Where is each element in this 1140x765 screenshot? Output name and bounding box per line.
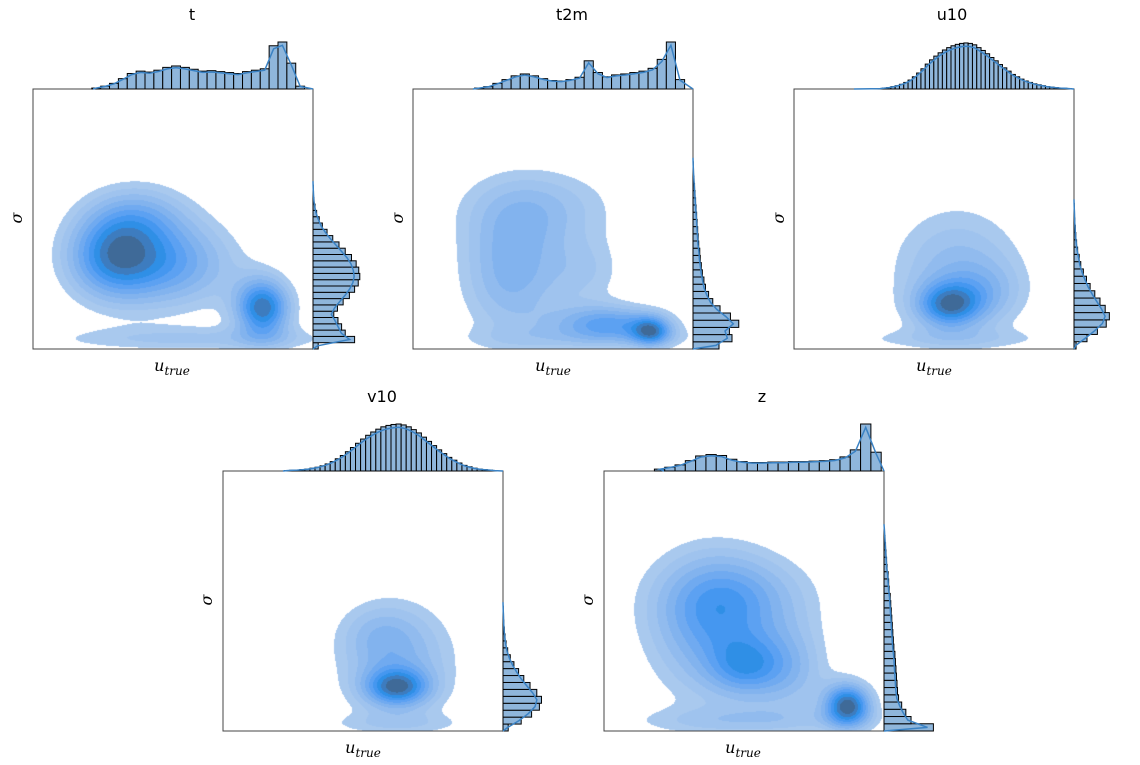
marginal-y-bar: [692, 319, 740, 328]
marginal-x-bar: [984, 53, 991, 90]
marginal-x-bar: [950, 45, 956, 90]
x-axis-label: utrue: [916, 356, 952, 378]
panel-v10: v10 σ utrue: [197, 387, 542, 760]
marginal-x-bar: [620, 73, 631, 90]
marginal-x-bar: [993, 60, 999, 90]
marginal-x-bar: [144, 71, 155, 90]
marginal-x-bar: [179, 66, 190, 90]
marginal-x-bar: [162, 66, 173, 90]
y-axis-label: σ: [388, 211, 407, 223]
x-axis-label: utrue: [345, 738, 381, 760]
panel-title: z: [758, 387, 766, 406]
kde-density-contours: [413, 89, 693, 349]
panel-title: v10: [367, 387, 397, 406]
marginal-x-bar: [976, 47, 982, 90]
marginal-x-bar: [971, 44, 978, 90]
kde-density-contours: [33, 89, 313, 349]
marginal-x-bar: [629, 72, 640, 90]
kde-density-contours: [223, 471, 503, 731]
marginal-x-bar: [638, 70, 649, 90]
marginal-x-bar: [390, 423, 397, 472]
marginal-x-bar: [937, 52, 943, 90]
marginal-x-bar: [941, 49, 948, 90]
marginal-x-bar: [665, 41, 676, 90]
marginal-x-bar: [860, 423, 872, 472]
y-axis-label: σ: [769, 211, 788, 223]
marginal-y-kde-line: [1073, 199, 1106, 350]
marginal-x-bar: [224, 72, 235, 90]
marginal-y-kde-line: [692, 157, 735, 350]
marginal-x-bar: [967, 42, 973, 90]
marginal-x-bar: [601, 76, 613, 90]
panel-title: t2m: [556, 5, 588, 24]
kde-density-contours: [604, 471, 884, 731]
marginal-x-bar: [989, 57, 995, 90]
marginal-x-bar: [153, 69, 164, 90]
panel-t2m: t2m σ utrue: [388, 5, 740, 378]
marginal-x-bar: [375, 428, 382, 472]
marginal-x-bar: [188, 68, 199, 90]
marginal-x-bar: [286, 62, 297, 90]
marginal-x-kde-line: [656, 425, 885, 472]
panel-t: t σ utrue: [7, 5, 361, 378]
marginal-x-kde-line: [472, 43, 694, 90]
panel-title: t: [189, 5, 195, 24]
marginal-x-bar: [380, 426, 387, 472]
marginal-x-bar: [365, 434, 372, 472]
y-axis-label: σ: [197, 593, 216, 605]
marginal-x-bar: [250, 69, 261, 90]
marginal-y-bar: [312, 272, 361, 281]
marginal-x-kde-line: [92, 44, 314, 90]
marginal-x-bar: [420, 436, 427, 472]
y-axis-label: σ: [7, 211, 26, 223]
kde-density-contours: [794, 89, 1074, 349]
marginal-x-bar: [385, 424, 392, 472]
marginal-x-bar: [933, 55, 939, 90]
marginal-x-bar: [171, 65, 181, 90]
y-axis-label: σ: [578, 593, 597, 605]
marginal-x-bar: [946, 47, 952, 90]
marginal-x-bar: [233, 72, 244, 90]
marginal-y-bar: [692, 326, 730, 336]
marginal-x-bar: [268, 45, 279, 90]
marginal-x-kde-line: [853, 45, 1075, 90]
marginal-x-bar: [405, 426, 412, 472]
marginal-x-bar: [963, 42, 969, 90]
marginal-y-kde-line: [312, 181, 355, 350]
marginal-x-bar: [980, 49, 986, 90]
x-axis-label: utrue: [154, 356, 190, 378]
marginal-x-bar: [259, 68, 270, 90]
marginal-x-bar: [705, 454, 717, 472]
marginal-x-bar: [360, 438, 367, 472]
marginal-x-bar: [959, 42, 965, 90]
marginal-x-kde-line: [282, 426, 504, 472]
x-axis-label: utrue: [725, 738, 761, 760]
marginal-y-kde-line: [883, 524, 928, 732]
marginal-x-bar: [583, 60, 594, 90]
marginal-x-bar: [410, 429, 417, 472]
marginal-x-bar: [954, 43, 961, 90]
marginal-x-bar: [277, 41, 288, 90]
marginal-x-bar: [215, 71, 226, 90]
marginal-x-bar: [197, 70, 208, 90]
x-axis-label: utrue: [535, 356, 571, 378]
marginal-x-bar: [206, 70, 217, 90]
marginal-x-bar: [425, 440, 433, 472]
panel-title: u10: [937, 5, 968, 24]
marginal-y-kde-line: [502, 602, 538, 732]
marginal-x-bar: [415, 432, 422, 472]
marginal-x-bar: [370, 431, 377, 472]
marginal-x-bar: [242, 71, 252, 90]
marginal-x-bar: [395, 423, 402, 472]
panel-u10: u10 σ utrue: [769, 5, 1110, 378]
marginal-x-bar: [400, 424, 407, 472]
panel-z: z σ utrue: [578, 387, 934, 760]
